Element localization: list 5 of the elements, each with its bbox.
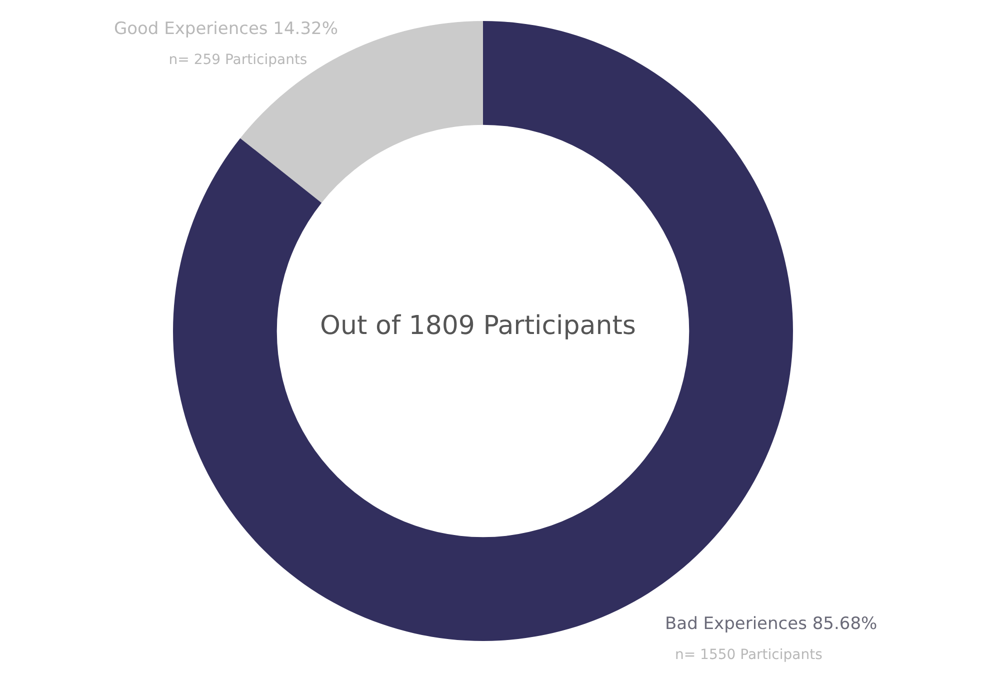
text: n= 1550 Participants <box>675 647 822 663</box>
slice-label: Good Experiences 14.32% <box>114 19 338 39</box>
text: Out of 1809 Participants <box>320 311 636 341</box>
slice-label: Bad Experiences 85.68% <box>665 614 878 634</box>
text: n= 259 Participants <box>168 52 308 68</box>
